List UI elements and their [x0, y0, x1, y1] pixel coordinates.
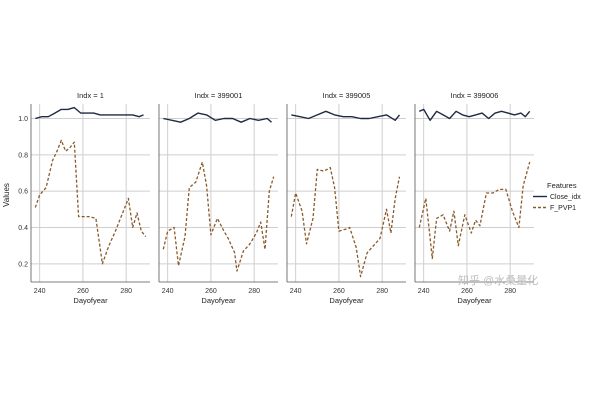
series-line-f-pvp1 — [162, 161, 275, 272]
legend-title: Features — [547, 181, 577, 190]
x-axis-label: Dayofyear — [457, 296, 492, 305]
x-tick-label: 240 — [290, 288, 302, 295]
watermark-text: 知乎 @水桑量化 — [458, 273, 538, 287]
x-tick-label: 260 — [77, 288, 89, 295]
x-tick-label: 280 — [120, 288, 132, 295]
legend-entry-label: F_PVP1 — [550, 205, 576, 212]
series-line-close-idx — [35, 106, 144, 120]
panel-title: Indx = 399001 — [195, 91, 243, 100]
series-line-close-idx — [163, 112, 272, 123]
panel-title: Indx = 1 — [77, 91, 104, 100]
y-tick-label: 0.6 — [18, 189, 28, 196]
y-tick-label: 0.8 — [18, 152, 28, 159]
y-tick-label: 0.2 — [18, 261, 28, 268]
x-tick-label: 260 — [461, 288, 473, 295]
x-axis-label: Dayofyear — [329, 296, 364, 305]
x-tick-label: 240 — [418, 288, 430, 295]
y-tick-label: 0.4 — [18, 225, 28, 232]
legend-entry-label: Close_idx — [550, 194, 581, 201]
facet-panel-4: Indx = 399006 240 260 280 Dayofyear — [414, 91, 534, 305]
panel-title: Indx = 399006 — [451, 91, 499, 100]
series-line-f-pvp1 — [290, 166, 401, 278]
facet-panel-1: Indx = 1 240 260 280 0.2 0.4 0.6 0.8 1.0 Dayofyea… — [18, 91, 150, 305]
y-axis-label: Values — [2, 183, 11, 207]
x-tick-label: 240 — [162, 288, 174, 295]
x-tick-label: 280 — [248, 288, 260, 295]
facet-panel-2: Indx = 399001 240 260 280 Dayofyear — [158, 91, 278, 305]
x-axis-label: Dayofyear — [201, 296, 236, 305]
x-tick-label: 260 — [205, 288, 217, 295]
facet-panel-3: Indx = 399005 240 260 280 Dayofyear — [286, 91, 406, 305]
legend: Features Close_idx F_PVP1 — [533, 181, 581, 212]
series-line-f-pvp1 — [34, 139, 147, 265]
y-tick-label: 1.0 — [18, 116, 28, 123]
series-line-close-idx — [291, 110, 401, 122]
x-tick-label: 280 — [504, 288, 516, 295]
x-tick-label: 260 — [333, 288, 345, 295]
x-axis-label: Dayofyear — [73, 296, 108, 305]
series-line-f-pvp1 — [418, 161, 531, 260]
panel-title: Indx = 399005 — [323, 91, 371, 100]
x-tick-label: 240 — [34, 288, 46, 295]
series-line-close-idx — [419, 108, 531, 122]
x-tick-label: 280 — [376, 288, 388, 295]
